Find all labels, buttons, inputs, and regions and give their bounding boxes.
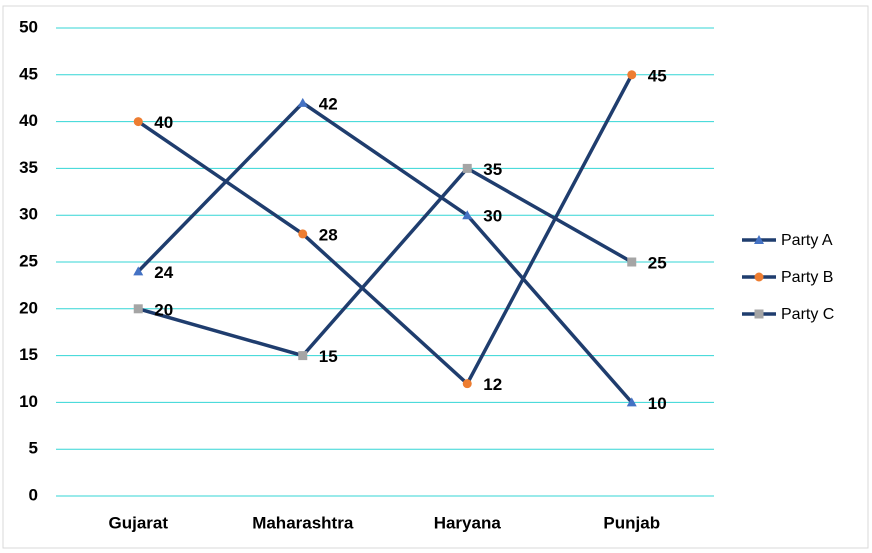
marker	[462, 163, 472, 173]
marker	[627, 70, 637, 80]
series-line	[137, 73, 634, 387]
series-line	[136, 100, 634, 404]
marker	[627, 257, 637, 267]
legend-marker	[754, 272, 764, 282]
data-label: 40	[154, 113, 173, 132]
data-label: 42	[319, 94, 338, 113]
x-tick-label: Punjab	[603, 513, 660, 532]
marker	[462, 379, 472, 389]
legend-marker	[754, 309, 764, 319]
marker	[298, 229, 308, 239]
marker	[462, 210, 473, 220]
marker	[298, 351, 308, 361]
y-tick-label: 15	[19, 345, 38, 364]
legend-marker	[754, 235, 764, 244]
y-tick-label: 5	[29, 439, 38, 458]
x-tick-label: Haryana	[434, 513, 502, 532]
data-label: 15	[319, 347, 338, 366]
data-label: 10	[648, 394, 667, 413]
legend-label: Party B	[781, 269, 833, 286]
y-tick-label: 35	[19, 158, 38, 177]
chart-border	[2, 5, 869, 549]
marker	[626, 397, 637, 407]
legend-label: Party C	[781, 306, 834, 323]
data-label: 25	[648, 253, 667, 272]
x-tick-label: Maharashtra	[252, 513, 354, 532]
y-tick-label: 10	[19, 392, 38, 411]
data-label: 12	[483, 375, 502, 394]
y-tick-label: 30	[19, 205, 38, 224]
series-line	[137, 166, 633, 358]
y-tick-label: 50	[19, 17, 38, 36]
data-label: 45	[648, 66, 667, 85]
data-label: 28	[319, 225, 338, 244]
marker	[133, 266, 144, 276]
data-label: 35	[483, 160, 502, 179]
marker	[133, 304, 143, 314]
marker	[133, 117, 143, 127]
data-label: 20	[154, 300, 173, 319]
marker	[297, 97, 308, 107]
y-tick-label: 40	[19, 111, 38, 130]
data-label: 24	[154, 263, 173, 282]
y-tick-label: 20	[19, 298, 38, 317]
x-tick-label: Gujarat	[108, 513, 168, 532]
legend-label: Party A	[781, 232, 833, 249]
y-tick-label: 45	[19, 64, 38, 83]
y-tick-label: 25	[19, 251, 38, 270]
y-tick-label: 0	[29, 485, 38, 504]
data-label: 30	[483, 207, 502, 226]
